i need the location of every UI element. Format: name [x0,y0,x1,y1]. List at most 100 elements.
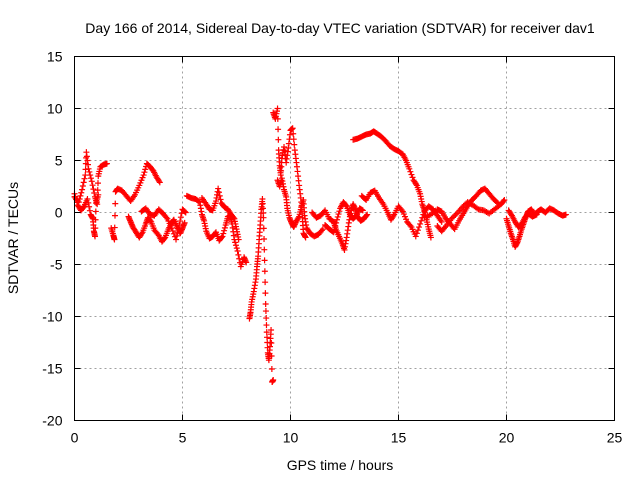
data-point [88,178,95,185]
seg-6-7h-b [198,185,242,243]
data-point [169,227,176,234]
data-point [331,226,338,233]
data-point [295,214,302,221]
data-point [268,353,275,360]
data-point [86,168,93,175]
data-point [181,208,188,215]
data-point [274,105,281,112]
data-point [92,233,99,240]
data-point [177,218,184,225]
data-point [175,225,182,232]
x-tick-label: 20 [499,430,515,446]
data-point [168,225,175,232]
seg-8-9h-dip [246,195,277,386]
data-point [235,251,242,258]
data-point [413,181,420,188]
data-point [264,334,271,341]
data-point [84,195,91,202]
data-point [262,290,269,297]
data-point [452,211,459,218]
data-point [230,214,237,221]
data-point [85,165,92,172]
y-tick-label: -15 [42,361,62,377]
data-point [291,141,298,148]
data-point [89,182,96,189]
seg-20-21h-b [505,207,540,231]
data-point [441,224,448,231]
data-point [91,190,98,196]
data-point [85,199,92,206]
data-point [262,308,269,315]
data-point [332,223,339,230]
seg-3-5h-b [138,205,189,243]
y-tick-label: 0 [55,205,63,221]
data-point [215,189,222,196]
data-point [289,125,296,132]
data-point [363,212,370,219]
data-point [147,217,154,224]
data-point [438,218,445,225]
data-point [236,255,243,262]
data-point [261,246,268,253]
x-ticks: 0 5 10 15 20 25 [71,56,622,446]
data-point [90,186,97,193]
x-tick-label: 10 [283,430,299,446]
data-point [416,224,423,231]
data-point [414,227,421,234]
data-point [417,220,424,227]
data-points [71,105,569,386]
data-point [333,219,340,226]
grid-lines [74,56,615,421]
seg-9-10h-peak [270,105,309,241]
data-point [243,259,250,266]
data-point [111,236,118,243]
data-point [95,191,102,198]
data-point [268,327,275,334]
data-point [163,214,170,221]
data-point [274,115,281,122]
data-point [413,230,420,237]
data-point [408,171,415,178]
data-point [333,216,340,223]
data-point [263,322,270,329]
data-point [336,208,343,215]
data-point [94,180,101,187]
data-point [235,236,242,243]
data-point [140,172,147,179]
data-point [474,205,481,212]
y-tick-label: 10 [47,101,63,117]
data-point [79,182,86,189]
data-point [330,229,337,236]
data-point [260,225,267,232]
data-point [261,236,268,243]
data-point [182,209,189,216]
data-point [234,247,241,254]
data-point [216,192,223,199]
data-point [141,169,148,176]
data-point [390,212,397,219]
data-point [181,219,188,226]
seg-13-16h-arc [350,128,434,241]
seg-2h [108,160,163,243]
data-point [318,227,325,234]
data-point [195,198,202,205]
data-point [290,136,297,143]
data-point [232,242,239,249]
y-ticks: -20 -15 -10 -5 0 5 10 15 [42,49,615,429]
data-point [302,234,309,241]
data-point [501,197,508,204]
data-point [500,198,507,205]
data-point [173,236,180,243]
data-point [80,179,87,186]
data-point [364,211,371,218]
data-point [87,172,94,179]
data-point [156,178,163,185]
seg-5-7h [183,192,250,270]
data-point [92,208,99,215]
x-tick-label: 0 [71,430,79,446]
y-axis-label: SDTVAR / TECUs [5,182,21,294]
data-point [221,224,228,231]
data-point [263,315,270,322]
data-point [78,189,85,196]
